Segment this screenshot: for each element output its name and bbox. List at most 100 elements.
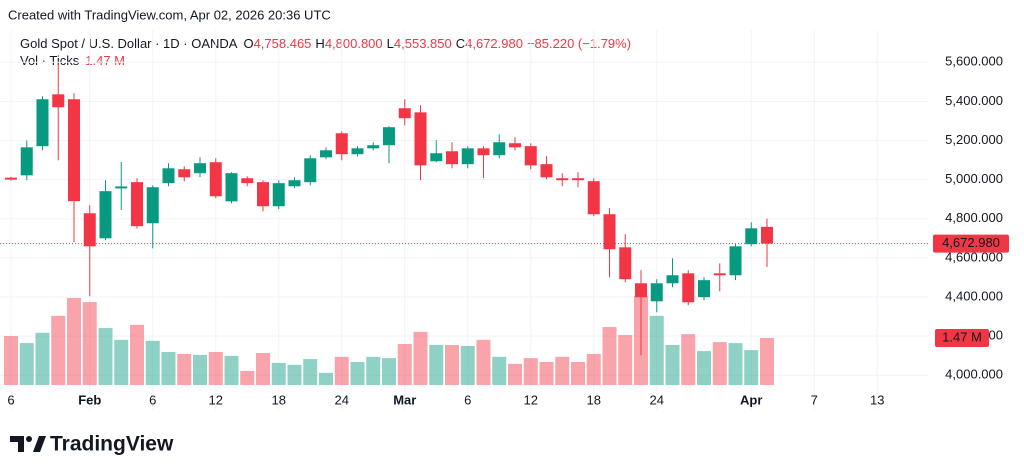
- candle-body: [131, 182, 143, 227]
- volume-bar: [649, 315, 664, 385]
- candle-body: [5, 177, 17, 180]
- ohlc-value: 4,800.800: [325, 36, 383, 51]
- volume-tag: [935, 328, 989, 347]
- volume-bar: [397, 344, 412, 385]
- legend: Gold Spot / U.S. Dollar · 1D · OANDA O4,7…: [20, 36, 631, 68]
- y-tick-label: 4,800.000: [945, 210, 1003, 225]
- candle-body: [178, 169, 191, 178]
- ohlc-key: O: [243, 36, 253, 51]
- volume-bar: [586, 353, 601, 385]
- volume-bar: [539, 361, 554, 385]
- volume-bar: [429, 344, 444, 385]
- volume-bar: [145, 340, 160, 385]
- y-tick-label: 4,400.000: [945, 288, 1003, 303]
- x-tick-label: 24: [650, 392, 664, 407]
- volume-bar: [760, 337, 774, 385]
- volume-bar: [476, 339, 491, 385]
- y-tick-label: 5,400.000: [945, 93, 1003, 108]
- volume-bar: [208, 352, 223, 385]
- credit: Created with TradingView.com, Apr 02, 20…: [8, 7, 331, 22]
- ohlc-key: H: [315, 36, 324, 51]
- y-tick-label: 4,000.000: [945, 367, 1003, 382]
- volume-bar: [271, 362, 286, 385]
- candle-body: [650, 283, 663, 302]
- last-price-label: 4,672.980: [942, 235, 1000, 250]
- candle-body: [524, 146, 537, 166]
- candle-body: [509, 143, 521, 148]
- candle-body: [146, 187, 159, 224]
- volume-bar: [382, 358, 396, 385]
- logo-mark: [33, 436, 46, 452]
- candle-body: [698, 280, 710, 298]
- volume-bar: [4, 336, 18, 385]
- candle-body: [288, 180, 301, 187]
- volume-bar: [303, 359, 318, 385]
- x-tick-label: 24: [335, 392, 349, 407]
- volume-title: Vol · Ticks: [20, 53, 80, 68]
- volume-bar: [523, 358, 538, 385]
- volume-bar: [555, 356, 570, 385]
- candle-body: [619, 247, 632, 280]
- candle-body: [461, 148, 474, 165]
- last-price-tag: [933, 234, 1009, 253]
- volume-value: 1.47 M: [85, 53, 125, 68]
- change: −85.220 (−1.79%): [527, 36, 631, 51]
- volume-bar: [161, 352, 176, 385]
- candle-body: [682, 273, 695, 303]
- volume-bar: [492, 356, 507, 385]
- volume-bar: [445, 344, 459, 385]
- candle-body: [761, 226, 773, 244]
- candle-body: [257, 182, 269, 207]
- volume-bar: [744, 350, 759, 385]
- candle-body: [304, 158, 317, 183]
- x-tick-label: 18: [587, 392, 601, 407]
- candle-body: [603, 214, 616, 250]
- y-tick-label: 4,600.000: [945, 249, 1003, 264]
- x-tick-label: Feb: [78, 392, 101, 407]
- volume-bar: [366, 356, 381, 385]
- volume-bar: [287, 364, 302, 385]
- volume-bar: [460, 345, 475, 385]
- volume-bar: [19, 343, 34, 385]
- volume-bar: [82, 302, 97, 385]
- volume-tag-label: 1.47 M: [942, 329, 982, 344]
- candle-body: [115, 186, 128, 189]
- x-tick-label: 12: [209, 392, 223, 407]
- volume-bar: [665, 344, 680, 385]
- candle-body: [398, 108, 411, 119]
- volume-bar: [728, 343, 743, 385]
- brand-name: TradingView: [50, 433, 174, 456]
- volume-bar: [712, 342, 727, 385]
- candle-body: [745, 228, 758, 245]
- volume-bar: [602, 327, 617, 385]
- volume-bar: [114, 339, 129, 385]
- candle-body: [414, 112, 427, 166]
- volume-bar: [681, 334, 696, 385]
- volume-bar: [618, 335, 633, 385]
- candle-body: [162, 168, 175, 184]
- volume-bar: [130, 324, 144, 385]
- candle-body: [587, 181, 600, 215]
- x-tick-label: 18: [272, 392, 286, 407]
- candle-body: [83, 213, 96, 247]
- volume-bar: [319, 372, 333, 385]
- x-tick-label: 12: [524, 392, 538, 407]
- x-tick-label: Apr: [740, 392, 762, 407]
- y-tick-label: 5,200.000: [945, 132, 1003, 147]
- ohlc-value: 4,553.850: [394, 36, 452, 51]
- volume-bar: [224, 355, 239, 385]
- logo-mark: [26, 436, 32, 442]
- x-tick-label: 6: [149, 392, 156, 407]
- candle-body: [446, 151, 458, 165]
- candle-body: [383, 127, 395, 146]
- ohlc-key: C: [456, 36, 465, 51]
- volume-bar: [571, 361, 585, 385]
- candle-body: [52, 94, 65, 108]
- candle-body: [493, 142, 506, 156]
- volume-bar: [177, 353, 192, 385]
- volume-bar: [334, 356, 349, 385]
- x-tick-label: 7: [811, 392, 818, 407]
- x-tick-label: 6: [464, 392, 471, 407]
- candle-body: [729, 246, 742, 276]
